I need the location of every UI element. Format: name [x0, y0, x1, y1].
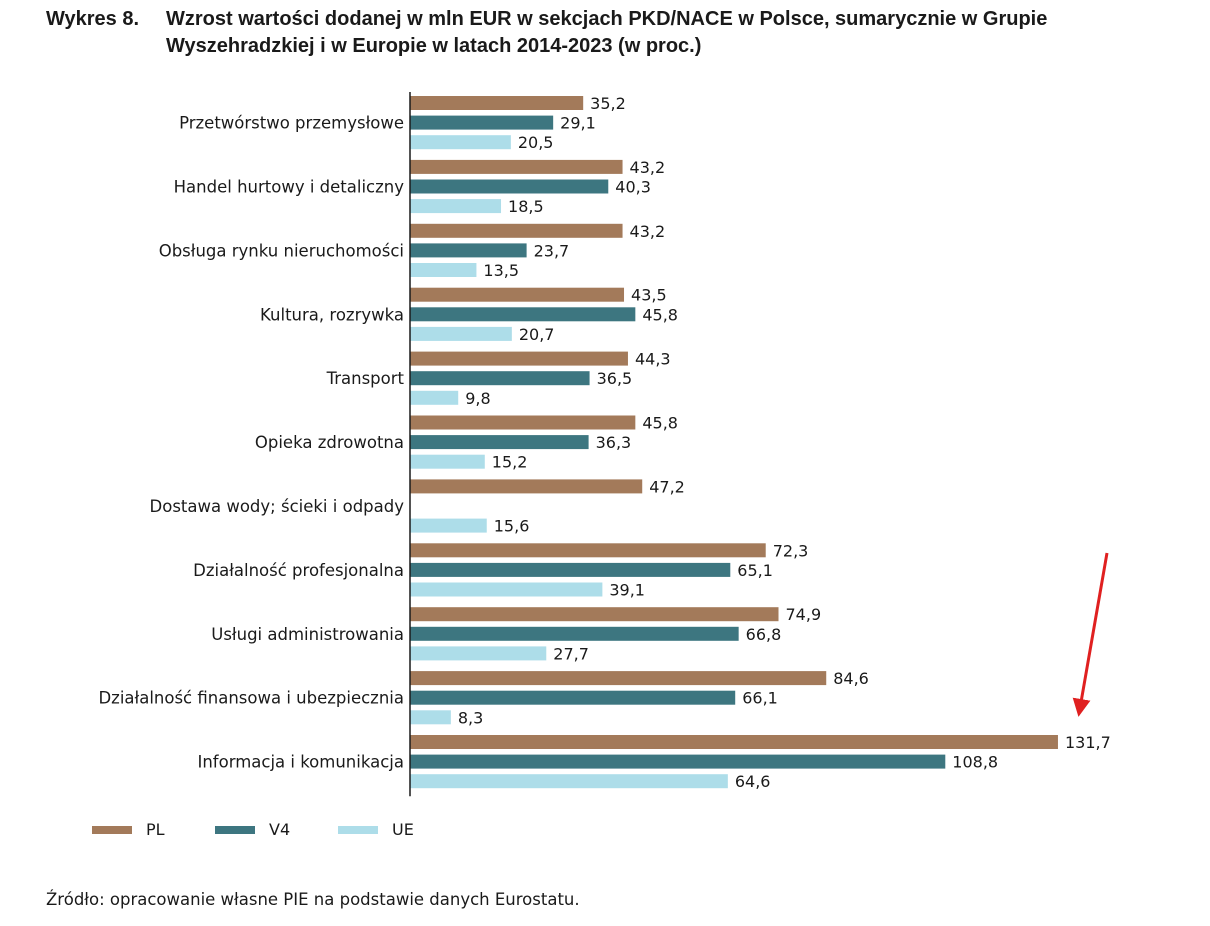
value-label-ue: 18,5	[508, 197, 544, 216]
category-label: Transport	[326, 369, 405, 388]
legend-swatch-pl	[92, 825, 132, 834]
bar-v4	[410, 690, 736, 705]
value-label-v4: 40,3	[615, 178, 651, 197]
legend-label-pl: PL	[146, 820, 165, 839]
category-label: Działalność finansowa i ubezpiecznia	[98, 689, 404, 708]
bar-v4	[410, 435, 589, 450]
source-note: Źródło: opracowanie własne PIE na podsta…	[46, 890, 580, 909]
value-label-pl: 43,5	[631, 286, 667, 305]
figure-title: Wzrost wartości dodanej w mln EUR w sekc…	[166, 8, 1048, 57]
value-label-v4: 66,1	[742, 689, 778, 708]
bar-pl	[410, 287, 625, 302]
bar-pl	[410, 479, 643, 494]
bar-ue	[410, 390, 459, 405]
value-label-pl: 84,6	[833, 669, 869, 688]
value-label-pl: 35,2	[590, 94, 626, 113]
value-label-v4: 36,3	[596, 433, 632, 452]
value-label-v4: 23,7	[534, 241, 570, 260]
value-label-v4: 108,8	[952, 753, 998, 772]
category-label: Handel hurtowy i detaliczny	[174, 178, 405, 197]
bar-v4	[410, 307, 636, 322]
legend-item-ue: UE	[338, 820, 461, 839]
value-label-pl: 44,3	[635, 350, 671, 369]
category-label: Działalność profesjonalna	[193, 561, 404, 580]
value-label-ue: 13,5	[483, 261, 519, 280]
value-label-pl: 131,7	[1065, 733, 1111, 752]
legend-item-pl: PL	[92, 820, 215, 839]
bar-pl	[410, 607, 779, 622]
value-label-v4: 66,8	[746, 625, 782, 644]
figure-number: Wykres 8.	[46, 8, 140, 30]
bar-ue	[410, 582, 603, 597]
value-label-v4: 29,1	[560, 114, 596, 133]
legend-swatch-v4	[215, 825, 255, 834]
category-label: Obsługa rynku nieruchomości	[159, 241, 404, 260]
bar-pl	[410, 735, 1058, 749]
value-label-v4: 36,5	[597, 369, 633, 388]
bar-pl	[410, 415, 636, 430]
value-label-pl: 72,3	[773, 541, 809, 560]
category-label: Kultura, rozrywka	[260, 305, 404, 324]
value-label-pl: 43,2	[630, 158, 666, 177]
category-label: Przetwórstwo przemysłowe	[179, 114, 404, 133]
bar-ue	[410, 326, 512, 341]
value-label-ue: 20,7	[519, 325, 555, 344]
bar-v4	[410, 243, 527, 258]
legend-item-v4: V4	[215, 820, 338, 839]
bar-v4	[410, 115, 554, 130]
bar-ue	[410, 454, 485, 469]
value-label-pl: 43,2	[630, 222, 666, 241]
bar-ue	[410, 518, 487, 533]
bar-v4	[410, 371, 590, 386]
annotation-arrow	[1072, 552, 1109, 717]
value-label-ue: 64,6	[735, 772, 771, 791]
value-label-v4: 65,1	[737, 561, 773, 580]
value-label-ue: 15,2	[492, 453, 528, 472]
bar-ue	[410, 263, 477, 277]
value-label-pl: 47,2	[649, 477, 685, 496]
value-label-ue: 15,6	[494, 517, 530, 536]
value-label-ue: 27,7	[553, 644, 589, 663]
value-label-v4: 45,8	[642, 305, 678, 324]
legend-swatch-ue	[338, 825, 378, 834]
legend-label-ue: UE	[392, 820, 414, 839]
bar-v4	[410, 179, 609, 194]
value-label-ue: 20,5	[518, 133, 554, 152]
chart-title: Wykres 8. Wzrost wartości dodanej w mln …	[46, 6, 1176, 60]
bar-ue	[410, 199, 502, 214]
bar-ue	[410, 774, 728, 789]
value-label-ue: 39,1	[609, 581, 645, 600]
bar-pl	[410, 543, 766, 558]
bar-pl	[410, 96, 584, 110]
bar-pl	[410, 671, 827, 686]
category-label: Dostawa wody; ścieki i odpady	[150, 497, 405, 516]
bar-ue	[410, 710, 451, 725]
value-label-pl: 74,9	[786, 605, 822, 624]
bar-pl	[410, 351, 628, 366]
bar-v4	[410, 562, 731, 577]
bar-v4	[410, 754, 946, 769]
value-label-ue: 8,3	[458, 708, 483, 727]
legend: PL V4 UE	[92, 820, 461, 839]
legend-label-v4: V4	[269, 820, 291, 839]
bar-ue	[410, 135, 511, 150]
value-label-pl: 45,8	[642, 414, 678, 433]
value-label-ue: 9,8	[465, 389, 490, 408]
bar-ue	[410, 646, 547, 661]
bar-pl	[410, 159, 623, 174]
bar-pl	[410, 223, 623, 238]
category-label: Usługi administrowania	[211, 625, 404, 644]
category-label: Informacja i komunikacja	[197, 753, 404, 772]
bar-v4	[410, 626, 739, 641]
category-label: Opieka zdrowotna	[255, 433, 404, 452]
